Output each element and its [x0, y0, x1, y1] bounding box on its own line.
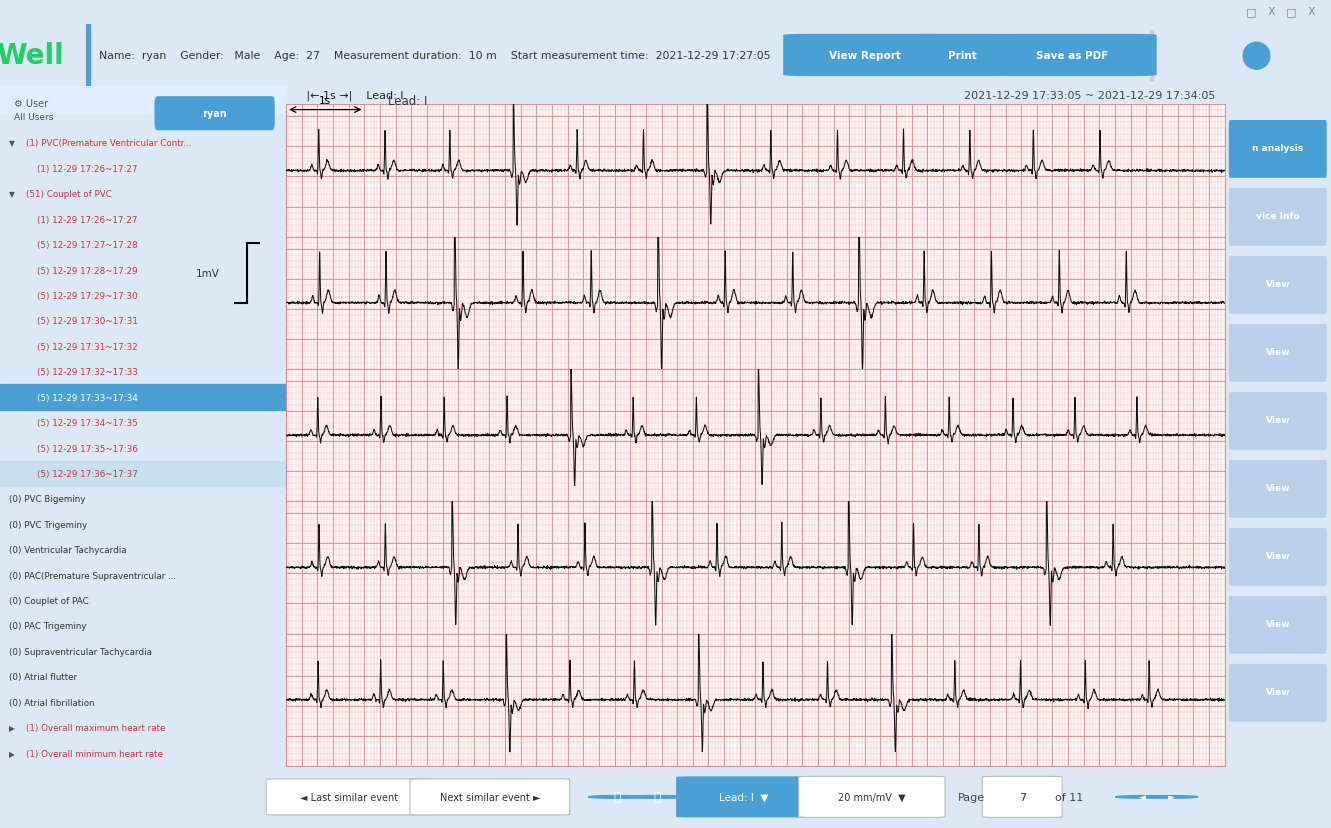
Text: of 11: of 11 [1055, 792, 1083, 802]
Bar [0, 87, 286, 114]
FancyBboxPatch shape [1229, 528, 1327, 586]
FancyBboxPatch shape [1229, 121, 1327, 179]
Text: (0) PVC Bigeminy: (0) PVC Bigeminy [8, 495, 85, 503]
Circle shape [628, 796, 687, 798]
FancyBboxPatch shape [1229, 460, 1327, 518]
Text: (0) Supraventricular Tachycardia: (0) Supraventricular Tachycardia [8, 647, 152, 656]
Text: (5) 12-29 17:28~17:29: (5) 12-29 17:28~17:29 [37, 267, 138, 275]
FancyBboxPatch shape [676, 777, 812, 817]
Bar [0, 385, 286, 411]
FancyBboxPatch shape [982, 777, 1062, 817]
Text: Next similar event ►: Next similar event ► [439, 792, 540, 802]
Text: ryan: ryan [202, 108, 228, 118]
FancyBboxPatch shape [1229, 257, 1327, 315]
Text: Page: Page [958, 792, 985, 802]
Text: View: View [1266, 686, 1290, 696]
FancyBboxPatch shape [1229, 596, 1327, 654]
Text: Lead: I  ▼: Lead: I ▼ [719, 792, 769, 802]
Text: 1s: 1s [319, 96, 331, 106]
Text: (5) 12-29 17:32~17:33: (5) 12-29 17:32~17:33 [37, 368, 138, 377]
Text: □: □ [1286, 7, 1296, 17]
Text: 20 mm/mV  ▼: 20 mm/mV ▼ [839, 792, 905, 802]
Text: X: X [1267, 7, 1275, 17]
Text: ▼: ▼ [8, 139, 15, 148]
Text: (0) Ventricular Tachycardia: (0) Ventricular Tachycardia [8, 546, 126, 555]
Text: (1) Overall minimum heart rate: (1) Overall minimum heart rate [25, 749, 162, 758]
Text: View: View [1266, 415, 1290, 424]
FancyBboxPatch shape [1229, 325, 1327, 383]
Bar [1150, 31, 1153, 81]
Text: vice Info: vice Info [1256, 211, 1299, 220]
Text: (1) 12-29 17:26~17:27: (1) 12-29 17:26~17:27 [37, 215, 137, 224]
Text: |← 1s →|    Lead: I: |← 1s →| Lead: I [295, 91, 403, 101]
Text: ＋: ＋ [654, 791, 662, 803]
Text: (5) 12-29 17:35~17:36: (5) 12-29 17:35~17:36 [37, 444, 138, 453]
Text: (0) PAC Trigeminy: (0) PAC Trigeminy [8, 622, 87, 631]
Text: View: View [1266, 551, 1290, 560]
Text: X: X [1307, 7, 1315, 17]
Text: －: － [614, 791, 622, 803]
FancyBboxPatch shape [1229, 664, 1327, 722]
Text: (0) PAC(Premature Supraventricular ...: (0) PAC(Premature Supraventricular ... [8, 571, 176, 580]
Text: ▶: ▶ [8, 724, 15, 732]
Text: View Report: View Report [829, 51, 901, 61]
Text: ⬤: ⬤ [1240, 41, 1272, 70]
Text: (5) 12-29 17:31~17:32: (5) 12-29 17:31~17:32 [37, 343, 138, 351]
Text: ⚙ User: ⚙ User [15, 99, 48, 109]
Text: (5) 12-29 17:36~17:37: (5) 12-29 17:36~17:37 [37, 469, 138, 479]
Text: ▼: ▼ [8, 190, 15, 199]
Text: View: View [1266, 279, 1290, 288]
Text: View: View [1266, 483, 1290, 492]
Text: (0) Couplet of PAC: (0) Couplet of PAC [8, 596, 88, 605]
Text: ▶: ▶ [8, 749, 15, 758]
Text: (1) 12-29 17:26~17:27: (1) 12-29 17:26~17:27 [37, 165, 137, 174]
Bar [0, 461, 286, 487]
Text: Name:  ryan    Gender:   Male    Age:  27    Measurement duration:  10 m    Star: Name: ryan Gender: Male Age: 27 Measurem… [92, 51, 771, 61]
Text: All Users: All Users [15, 113, 53, 122]
Text: Save as PDF: Save as PDF [1037, 51, 1109, 61]
Text: (5) 12-29 17:34~17:35: (5) 12-29 17:34~17:35 [37, 419, 138, 427]
Text: Print: Print [948, 51, 977, 61]
Circle shape [588, 796, 647, 798]
Circle shape [1145, 796, 1198, 798]
Text: (1) Overall maximum heart rate: (1) Overall maximum heart rate [25, 724, 165, 732]
Text: □: □ [1246, 7, 1256, 17]
Circle shape [1115, 796, 1169, 798]
Text: Well: Well [0, 42, 64, 70]
Text: (0) Atrial fibrillation: (0) Atrial fibrillation [8, 698, 95, 707]
Text: Lead: I: Lead: I [387, 94, 427, 108]
Text: (5) 12-29 17:30~17:31: (5) 12-29 17:30~17:31 [37, 317, 138, 326]
Text: (0) Atrial flutter: (0) Atrial flutter [8, 672, 77, 681]
FancyBboxPatch shape [410, 779, 570, 815]
FancyBboxPatch shape [989, 35, 1157, 77]
Text: 1mV: 1mV [196, 268, 220, 278]
FancyBboxPatch shape [1229, 392, 1327, 450]
Text: (5) 12-29 17:27~17:28: (5) 12-29 17:27~17:28 [37, 241, 138, 250]
Text: (0) PVC Trigeminy: (0) PVC Trigeminy [8, 520, 87, 529]
FancyBboxPatch shape [799, 777, 945, 817]
FancyBboxPatch shape [154, 97, 274, 131]
Text: (51) Couplet of PVC: (51) Couplet of PVC [25, 190, 112, 199]
FancyBboxPatch shape [266, 779, 433, 815]
FancyBboxPatch shape [783, 35, 948, 77]
Text: (1) PVC(Premature Ventricular Contr...: (1) PVC(Premature Ventricular Contr... [25, 139, 192, 148]
Text: ►: ► [1167, 792, 1175, 802]
Bar [85, 25, 89, 87]
FancyBboxPatch shape [1229, 189, 1327, 247]
Text: View: View [1266, 347, 1290, 356]
Text: View: View [1266, 619, 1290, 628]
Text: ◄: ◄ [1138, 792, 1146, 802]
Text: (5) 12-29 17:33~17:34: (5) 12-29 17:33~17:34 [37, 393, 138, 402]
Text: 7: 7 [1018, 792, 1026, 802]
Text: (5) 12-29 17:29~17:30: (5) 12-29 17:29~17:30 [37, 291, 138, 301]
Text: n analysis: n analysis [1252, 143, 1303, 152]
FancyBboxPatch shape [908, 35, 1017, 77]
Text: 2021-12-29 17:33:05 ~ 2021-12-29 17:34:05: 2021-12-29 17:33:05 ~ 2021-12-29 17:34:0… [964, 91, 1215, 101]
Text: ◄ Last similar event: ◄ Last similar event [301, 792, 398, 802]
